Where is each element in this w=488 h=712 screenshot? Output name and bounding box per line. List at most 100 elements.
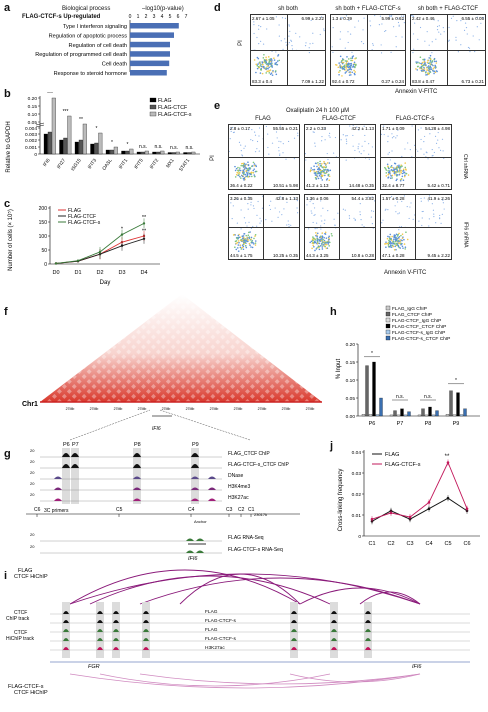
flow-dot <box>327 158 329 161</box>
flow-quadrant-ul: 3.26 ± 0.35 <box>230 196 253 201</box>
flow-dot <box>428 62 431 64</box>
panel-b-bar <box>105 149 110 155</box>
flow-dot <box>344 60 347 62</box>
flow-dot <box>282 143 284 145</box>
flow-dot <box>344 72 347 74</box>
panel-b-gene: STAT1 <box>178 157 191 172</box>
flow-quadrant-ur: 42.2 ± 1.13 <box>351 126 375 131</box>
flow-dot <box>316 239 319 242</box>
flow-dot <box>388 239 390 242</box>
flow-dot <box>314 214 316 216</box>
flow-dot <box>420 200 422 202</box>
flow-dot <box>247 164 250 167</box>
flow-dot <box>348 68 351 71</box>
flow-dot <box>309 241 311 244</box>
flow-dot <box>234 165 236 168</box>
panel-g-scale: 20 <box>30 470 35 475</box>
flow-dot <box>320 215 322 217</box>
flow-dot <box>368 153 370 155</box>
flow-dot <box>348 74 351 76</box>
panel-d-plot: 2.67 ± 1.05 6.99 ± 2.22 83.3 ± 0.4 7.09 ± 1… <box>250 14 326 86</box>
flow-dot <box>435 62 438 64</box>
flow-dot <box>433 60 436 63</box>
panel-g-peak-highlight <box>71 448 79 504</box>
panel-h-bar <box>400 408 404 417</box>
flow-dot <box>257 63 259 66</box>
flow-dot <box>391 133 393 135</box>
panel-h-legend-swatch <box>385 305 391 311</box>
flow-dot <box>385 242 387 245</box>
panel-j-ytick: 0.01 <box>352 513 362 519</box>
flow-dot <box>387 209 389 211</box>
panel-b-bar <box>160 150 165 155</box>
flow-dot <box>433 215 435 218</box>
panel-g-signal-peak <box>191 464 199 468</box>
flow-dot <box>345 143 348 145</box>
flow-dot <box>309 170 312 173</box>
flow-dot <box>291 48 294 50</box>
flow-dot <box>325 171 328 173</box>
flow-quadrant-ll: 47.1 ± 0.28 <box>382 253 405 258</box>
panel-b-bar <box>144 150 149 155</box>
flow-dot <box>396 175 398 177</box>
flow-dot <box>323 29 325 32</box>
panel-c-xtick: D4 <box>140 270 147 276</box>
flow-dot <box>310 240 313 243</box>
panel-a-header-process: Biological process <box>62 6 111 12</box>
flow-dot <box>391 235 393 238</box>
panel-g-track-label: FLAG_CTCF ChIP <box>228 451 270 457</box>
flow-dot <box>361 224 363 226</box>
flow-dot <box>283 208 285 210</box>
panel-g-peak-label: P6 <box>63 442 70 448</box>
flow-dot <box>415 61 417 63</box>
flow-dot <box>400 243 402 246</box>
flow-dot <box>395 168 397 170</box>
panel-c-xtick: D0 <box>52 270 59 276</box>
flow-dot <box>349 71 352 74</box>
flow-dot <box>417 150 419 152</box>
flow-dot <box>308 51 311 54</box>
panel-g-signal-peak <box>62 453 70 457</box>
panel-b-ytick: 0.15 <box>28 104 38 110</box>
flow-dot <box>311 247 313 250</box>
flow-quadrant-ul: 2.67 ± 1.05 <box>252 16 275 21</box>
panel-h-ytick: 0.00 <box>346 414 356 420</box>
flow-dot <box>391 137 394 139</box>
flow-dot <box>431 203 433 205</box>
flow-dot <box>278 59 281 62</box>
flow-dot <box>244 238 246 240</box>
flow-dot <box>421 61 424 64</box>
flow-dot <box>256 56 259 59</box>
flow-dot <box>393 248 396 251</box>
flow-dot <box>345 15 348 17</box>
flow-dot <box>448 39 450 41</box>
flow-dot <box>391 15 393 17</box>
flow-dot <box>423 68 426 70</box>
panel-i-bottom-label: CTCF HiChIP <box>14 690 48 696</box>
panel-g-scale: 20 <box>30 544 35 549</box>
flow-dot <box>320 174 323 177</box>
panel-b-bar <box>113 146 118 155</box>
flow-dot <box>437 139 439 141</box>
panel-f-chr: Chr1 <box>22 401 38 408</box>
flow-dot <box>396 178 398 181</box>
flow-dot <box>315 170 318 173</box>
flow-dot <box>400 171 402 174</box>
flow-dot <box>335 64 338 66</box>
flow-dot <box>321 232 324 234</box>
panel-c-sig: ** <box>142 215 147 221</box>
flow-dot <box>350 57 352 60</box>
flow-dot <box>347 58 350 60</box>
flow-dot <box>324 174 326 177</box>
flow-dot <box>345 67 348 69</box>
flow-dot <box>397 239 399 242</box>
panel-a-tick: 4 <box>161 14 164 20</box>
flow-dot <box>442 27 444 29</box>
flow-dot <box>237 170 240 172</box>
flow-dot <box>392 170 395 173</box>
panel-a-tick: 3 <box>153 14 156 20</box>
flow-dot <box>257 200 259 203</box>
flow-dot <box>241 239 243 242</box>
flow-dot <box>322 166 325 168</box>
panel-d-plot: 2.42 ± 0.46 6.55 ± 0.05 83.8 ± 0.47 6.73 ± … <box>410 14 486 86</box>
